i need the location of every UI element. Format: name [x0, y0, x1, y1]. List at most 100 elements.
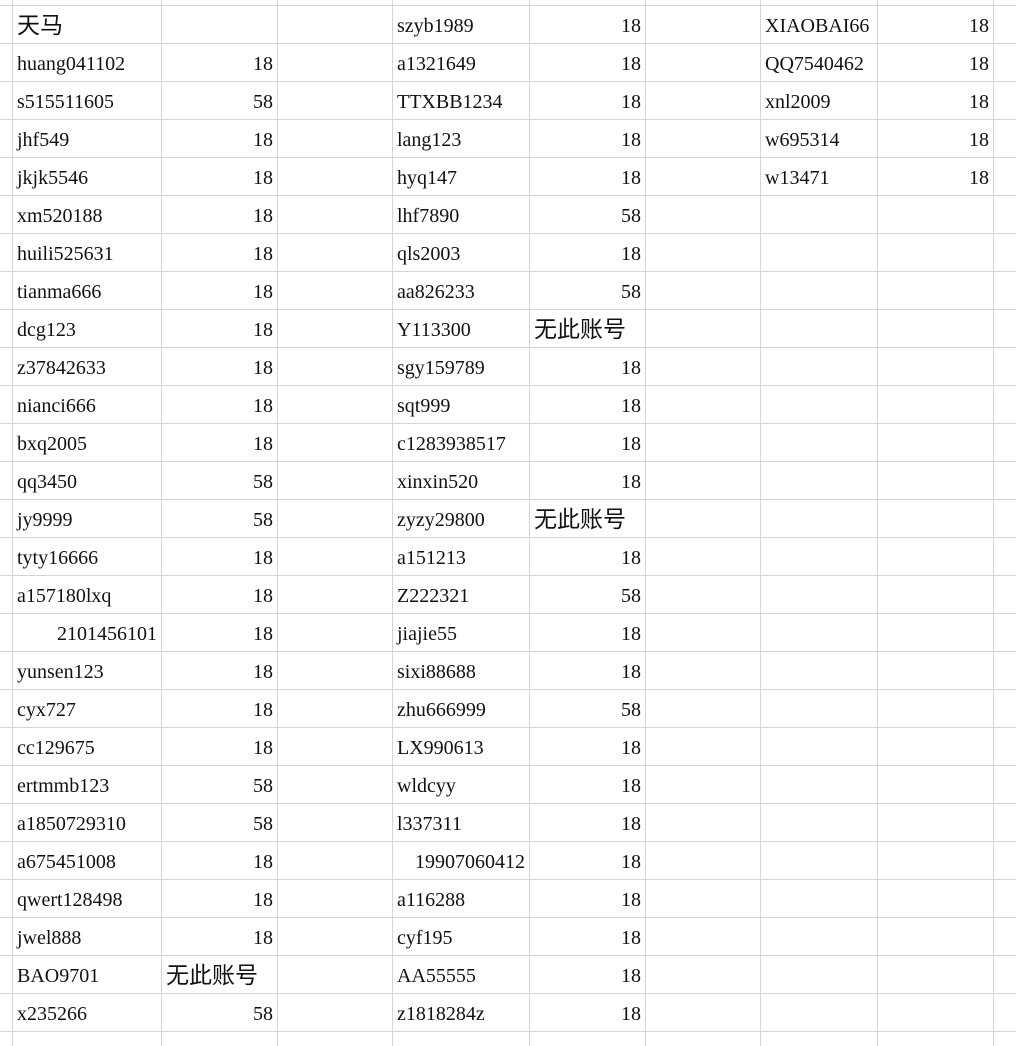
- account-value: 18: [969, 53, 989, 75]
- grid-line: [0, 385, 1016, 386]
- account-name: lang123: [397, 129, 462, 151]
- grid-line: [0, 233, 1016, 234]
- account-name: TTXBB1234: [397, 91, 503, 113]
- account-value: 18: [621, 927, 641, 949]
- account-name: jwel888: [17, 927, 82, 949]
- grid-line: [0, 5, 1016, 6]
- account-name: a116288: [397, 889, 466, 911]
- account-name: 19907060412: [415, 851, 525, 873]
- grid-line: [0, 423, 1016, 424]
- account-name: zyzy29800: [397, 509, 485, 531]
- grid-line: [877, 0, 878, 1046]
- account-value: 18: [621, 965, 641, 987]
- account-value: 18: [621, 53, 641, 75]
- account-name: QQ7540462: [765, 53, 864, 75]
- account-value: 58: [253, 471, 273, 493]
- account-value: 18: [621, 547, 641, 569]
- account-value: 18: [621, 775, 641, 797]
- grid-line: [529, 0, 530, 1046]
- account-value: 18: [253, 281, 273, 303]
- grid-line: [0, 879, 1016, 880]
- account-value: 18: [621, 167, 641, 189]
- account-value: 18: [621, 813, 641, 835]
- grid-line: [0, 195, 1016, 196]
- account-value: 18: [621, 661, 641, 683]
- account-value: 58: [253, 1003, 273, 1025]
- account-name: huili525631: [17, 243, 114, 265]
- account-name: LX990613: [397, 737, 484, 759]
- grid-line: [0, 803, 1016, 804]
- account-name: jy9999: [17, 509, 73, 531]
- account-value: 18: [253, 129, 273, 151]
- account-value: 无此账号: [534, 317, 626, 343]
- account-name: sixi88688: [397, 661, 476, 683]
- grid-line: [0, 309, 1016, 310]
- account-value: 18: [253, 661, 273, 683]
- account-name: 2101456101: [57, 623, 157, 645]
- account-value: 18: [253, 699, 273, 721]
- account-value: 18: [253, 53, 273, 75]
- account-name: tyty16666: [17, 547, 99, 569]
- grid-line: [0, 499, 1016, 500]
- account-name: jkjk5546: [17, 167, 89, 189]
- account-name: a151213: [397, 547, 466, 569]
- account-value: 58: [253, 91, 273, 113]
- account-value: 18: [253, 243, 273, 265]
- account-value: 18: [969, 167, 989, 189]
- account-value: 18: [621, 737, 641, 759]
- account-name: XIAOBAI66: [765, 15, 870, 37]
- grid-line: [392, 0, 393, 1046]
- account-value: 58: [253, 509, 273, 531]
- account-value: 18: [253, 357, 273, 379]
- account-value: 18: [621, 129, 641, 151]
- account-value: 无此账号: [166, 963, 258, 989]
- account-name: z1818284z: [397, 1003, 485, 1025]
- account-name: Y113300: [397, 319, 471, 341]
- grid-line: [0, 689, 1016, 690]
- account-name: l337311: [397, 813, 462, 835]
- account-value: 18: [253, 433, 273, 455]
- grid-line: [277, 0, 278, 1046]
- account-name: lhf7890: [397, 205, 460, 227]
- grid-line: [0, 613, 1016, 614]
- account-name: sqt999: [397, 395, 451, 417]
- account-value: 18: [969, 91, 989, 113]
- grid-line: [645, 0, 646, 1046]
- account-value: 18: [621, 91, 641, 113]
- account-name: z37842633: [17, 357, 106, 379]
- account-value: 18: [621, 471, 641, 493]
- account-name: w13471: [765, 167, 830, 189]
- account-value: 18: [969, 129, 989, 151]
- account-name: x235266: [17, 1003, 87, 1025]
- grid-line: [0, 461, 1016, 462]
- account-value: 18: [621, 889, 641, 911]
- account-name: yunsen123: [17, 661, 104, 683]
- account-name: nianci666: [17, 395, 96, 417]
- account-name: xnl2009: [765, 91, 831, 113]
- account-value: 18: [253, 167, 273, 189]
- account-value: 18: [621, 357, 641, 379]
- account-name: hyq147: [397, 167, 457, 189]
- grid-line: [0, 1031, 1016, 1032]
- account-name: w695314: [765, 129, 840, 151]
- grid-line: [0, 993, 1016, 994]
- account-value: 58: [253, 775, 273, 797]
- account-value: 58: [253, 813, 273, 835]
- account-value: 18: [621, 243, 641, 265]
- grid-line: [12, 0, 13, 1046]
- account-name: aa826233: [397, 281, 475, 303]
- grid-line: [0, 765, 1016, 766]
- account-name: qq3450: [17, 471, 77, 493]
- account-name: a157180lxq: [17, 585, 112, 607]
- account-value: 18: [969, 15, 989, 37]
- grid-line: [0, 119, 1016, 120]
- account-name: zhu666999: [397, 699, 486, 721]
- account-name: xm520188: [17, 205, 103, 227]
- grid-line: [0, 917, 1016, 918]
- grid-line: [760, 0, 761, 1046]
- account-name: 天马: [17, 13, 63, 39]
- account-name: ertmmb123: [17, 775, 110, 797]
- account-name: tianma666: [17, 281, 102, 303]
- account-value: 18: [621, 15, 641, 37]
